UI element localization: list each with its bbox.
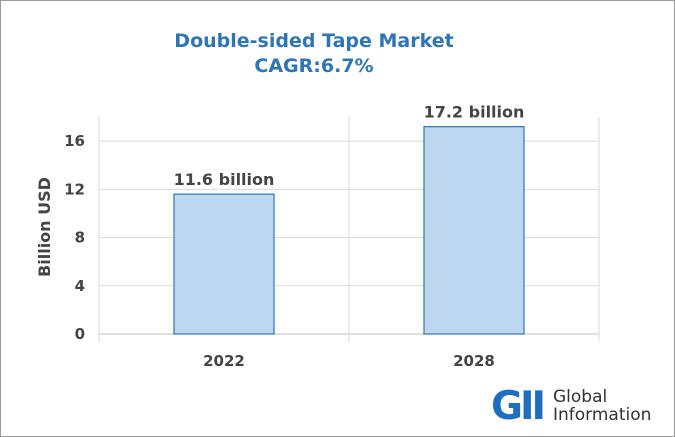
logo-line2: Information: [553, 405, 652, 425]
y-tick-8: 8: [75, 229, 85, 247]
y-tick-12: 12: [64, 180, 85, 198]
y-tick-4: 4: [75, 277, 85, 295]
bar-2028: [423, 126, 525, 335]
logo-line1: Global: [553, 387, 608, 407]
gii-logo-mark: GII: [491, 384, 546, 429]
y-tick-0: 0: [75, 325, 85, 343]
data-labels: 11.6 billion 17.2 billion: [174, 103, 525, 190]
y-axis-title: Billion USD: [35, 177, 54, 277]
gii-logo-text: Global Information: [553, 388, 651, 424]
bars: [173, 126, 525, 335]
y-tick-16: 16: [64, 132, 85, 150]
x-tick-labels: 2022 2028: [203, 352, 495, 370]
gii-logo: GII Global Information: [491, 387, 666, 427]
x-tick-2022: 2022: [203, 352, 245, 370]
y-tick-labels: 0 4 8 12 16: [64, 132, 85, 343]
chart-title: Double-sided Tape Market CAGR:6.7%: [114, 29, 514, 79]
bar-2022: [173, 193, 275, 335]
x-tick-2028: 2028: [453, 352, 495, 370]
data-label-2028: 17.2 billion: [424, 103, 525, 122]
data-label-2022: 11.6 billion: [174, 170, 275, 189]
chart-title-line1: Double-sided Tape Market: [174, 30, 454, 52]
chart-title-line2: CAGR:6.7%: [254, 55, 374, 77]
